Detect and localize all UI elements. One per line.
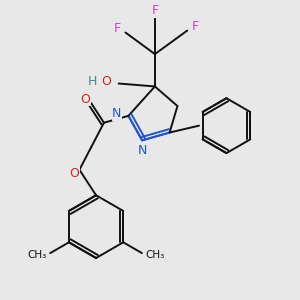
Text: F: F <box>191 20 199 33</box>
Text: F: F <box>151 4 158 17</box>
Text: O: O <box>70 167 80 180</box>
Text: H: H <box>88 75 97 88</box>
Text: CH₃: CH₃ <box>27 250 46 260</box>
Text: F: F <box>114 22 121 35</box>
Text: N: N <box>112 107 122 120</box>
Text: N: N <box>137 144 147 157</box>
Text: CH₃: CH₃ <box>146 250 165 260</box>
Text: O: O <box>80 93 90 106</box>
Text: O: O <box>101 75 111 88</box>
